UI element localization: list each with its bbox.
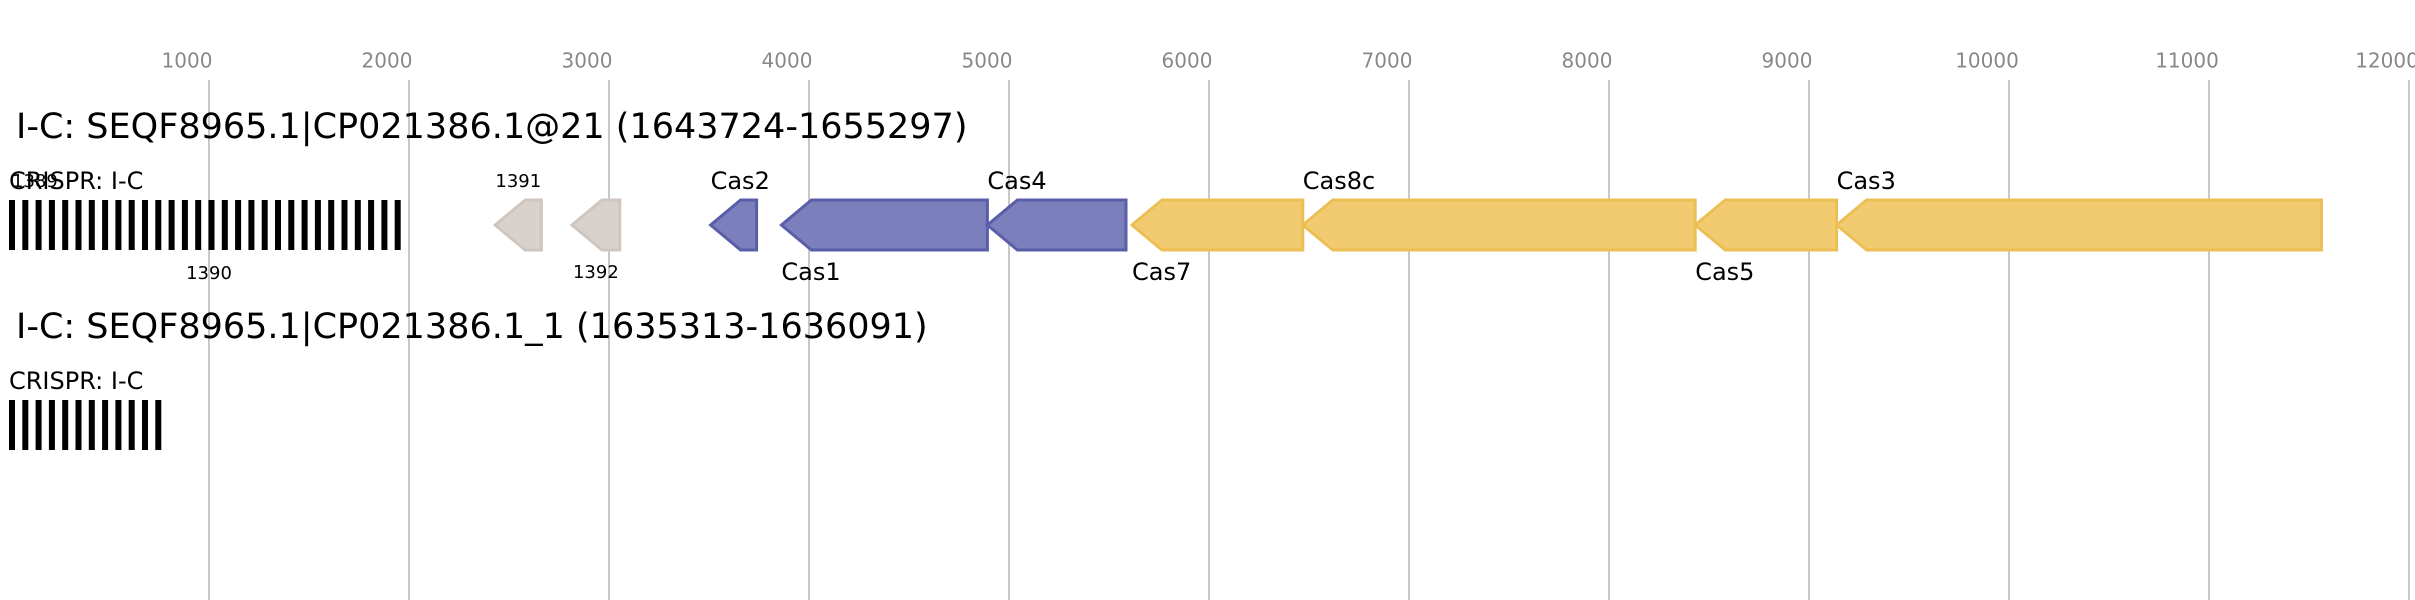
tick-label: 5000 xyxy=(962,49,1013,73)
repeat xyxy=(62,200,69,250)
repeat xyxy=(142,400,148,450)
tick-label: 11000 xyxy=(2155,49,2219,73)
gene xyxy=(569,198,622,252)
tick-label: 9000 xyxy=(1762,49,1813,73)
crispr-id: 1390 xyxy=(186,263,232,284)
gene-label: Cas1 xyxy=(781,258,840,286)
repeat xyxy=(261,200,268,250)
tick-label: 4000 xyxy=(762,49,813,73)
repeat xyxy=(128,400,135,450)
gene xyxy=(492,198,543,252)
repeat xyxy=(22,400,29,450)
crispr-array xyxy=(9,200,401,250)
repeat xyxy=(48,400,55,450)
tick-label: 6000 xyxy=(1162,49,1213,73)
tick-label: 3000 xyxy=(562,49,613,73)
tick-label: 7000 xyxy=(1362,49,1413,73)
gene xyxy=(1129,198,1305,252)
crispr-array xyxy=(9,400,162,450)
repeat xyxy=(115,200,122,250)
repeat xyxy=(75,400,82,450)
repeat xyxy=(142,200,148,250)
repeat xyxy=(62,400,69,450)
gene xyxy=(779,198,989,252)
tick-label: 2000 xyxy=(362,49,413,73)
repeat xyxy=(341,200,348,250)
repeat xyxy=(102,200,109,250)
repeat xyxy=(155,400,162,450)
gene xyxy=(708,198,759,252)
repeat xyxy=(394,200,401,250)
gene xyxy=(1834,198,2323,252)
repeat xyxy=(195,200,202,250)
repeat xyxy=(9,400,15,450)
repeat xyxy=(208,200,215,250)
repeat xyxy=(22,200,29,250)
repeat xyxy=(75,200,82,250)
crispr-label: CRISPR: I-C xyxy=(9,167,143,195)
repeat xyxy=(181,200,188,250)
repeat xyxy=(221,200,228,250)
repeat xyxy=(35,400,42,450)
gene-label: Cas2 xyxy=(711,167,770,195)
repeat xyxy=(115,400,122,450)
repeat xyxy=(381,200,388,250)
gene xyxy=(1692,198,1839,252)
repeat xyxy=(35,200,42,250)
repeat xyxy=(48,200,55,250)
repeat xyxy=(314,200,321,250)
repeat xyxy=(102,400,109,450)
repeat xyxy=(288,200,295,250)
repeat xyxy=(354,200,361,250)
gene-label: Cas5 xyxy=(1695,258,1754,286)
repeat xyxy=(235,200,242,250)
tick-label: 12000 xyxy=(2355,49,2415,73)
gene-label: Cas7 xyxy=(1132,258,1191,286)
repeat xyxy=(155,200,162,250)
crispr-label: CRISPR: I-C xyxy=(9,367,143,395)
gene xyxy=(985,198,1128,252)
repeat xyxy=(88,400,95,450)
repeat xyxy=(248,200,255,250)
repeat xyxy=(301,200,308,250)
track-title: I-C: SEQF8965.1|CP021386.1_1 (1635313-16… xyxy=(16,307,928,347)
repeat xyxy=(9,200,15,250)
repeat xyxy=(275,200,281,250)
track-title: I-C: SEQF8965.1|CP021386.1@21 (1643724-1… xyxy=(16,107,967,147)
repeat xyxy=(328,200,335,250)
tick-label: 1000 xyxy=(162,49,213,73)
crispr-id: 1389 xyxy=(12,171,58,192)
tick-label: 10000 xyxy=(1955,49,2019,73)
gene-label: Cas4 xyxy=(987,167,1046,195)
gene-label: Cas8c xyxy=(1303,167,1375,195)
gene-label: Cas3 xyxy=(1837,167,1896,195)
gene-label: 1391 xyxy=(495,171,541,192)
gene-label: 1392 xyxy=(573,262,619,283)
repeat xyxy=(128,200,135,250)
repeat xyxy=(88,200,95,250)
tick-label: 8000 xyxy=(1562,49,1613,73)
repeat xyxy=(368,200,375,250)
repeat xyxy=(168,200,175,250)
gene xyxy=(1300,198,1697,252)
